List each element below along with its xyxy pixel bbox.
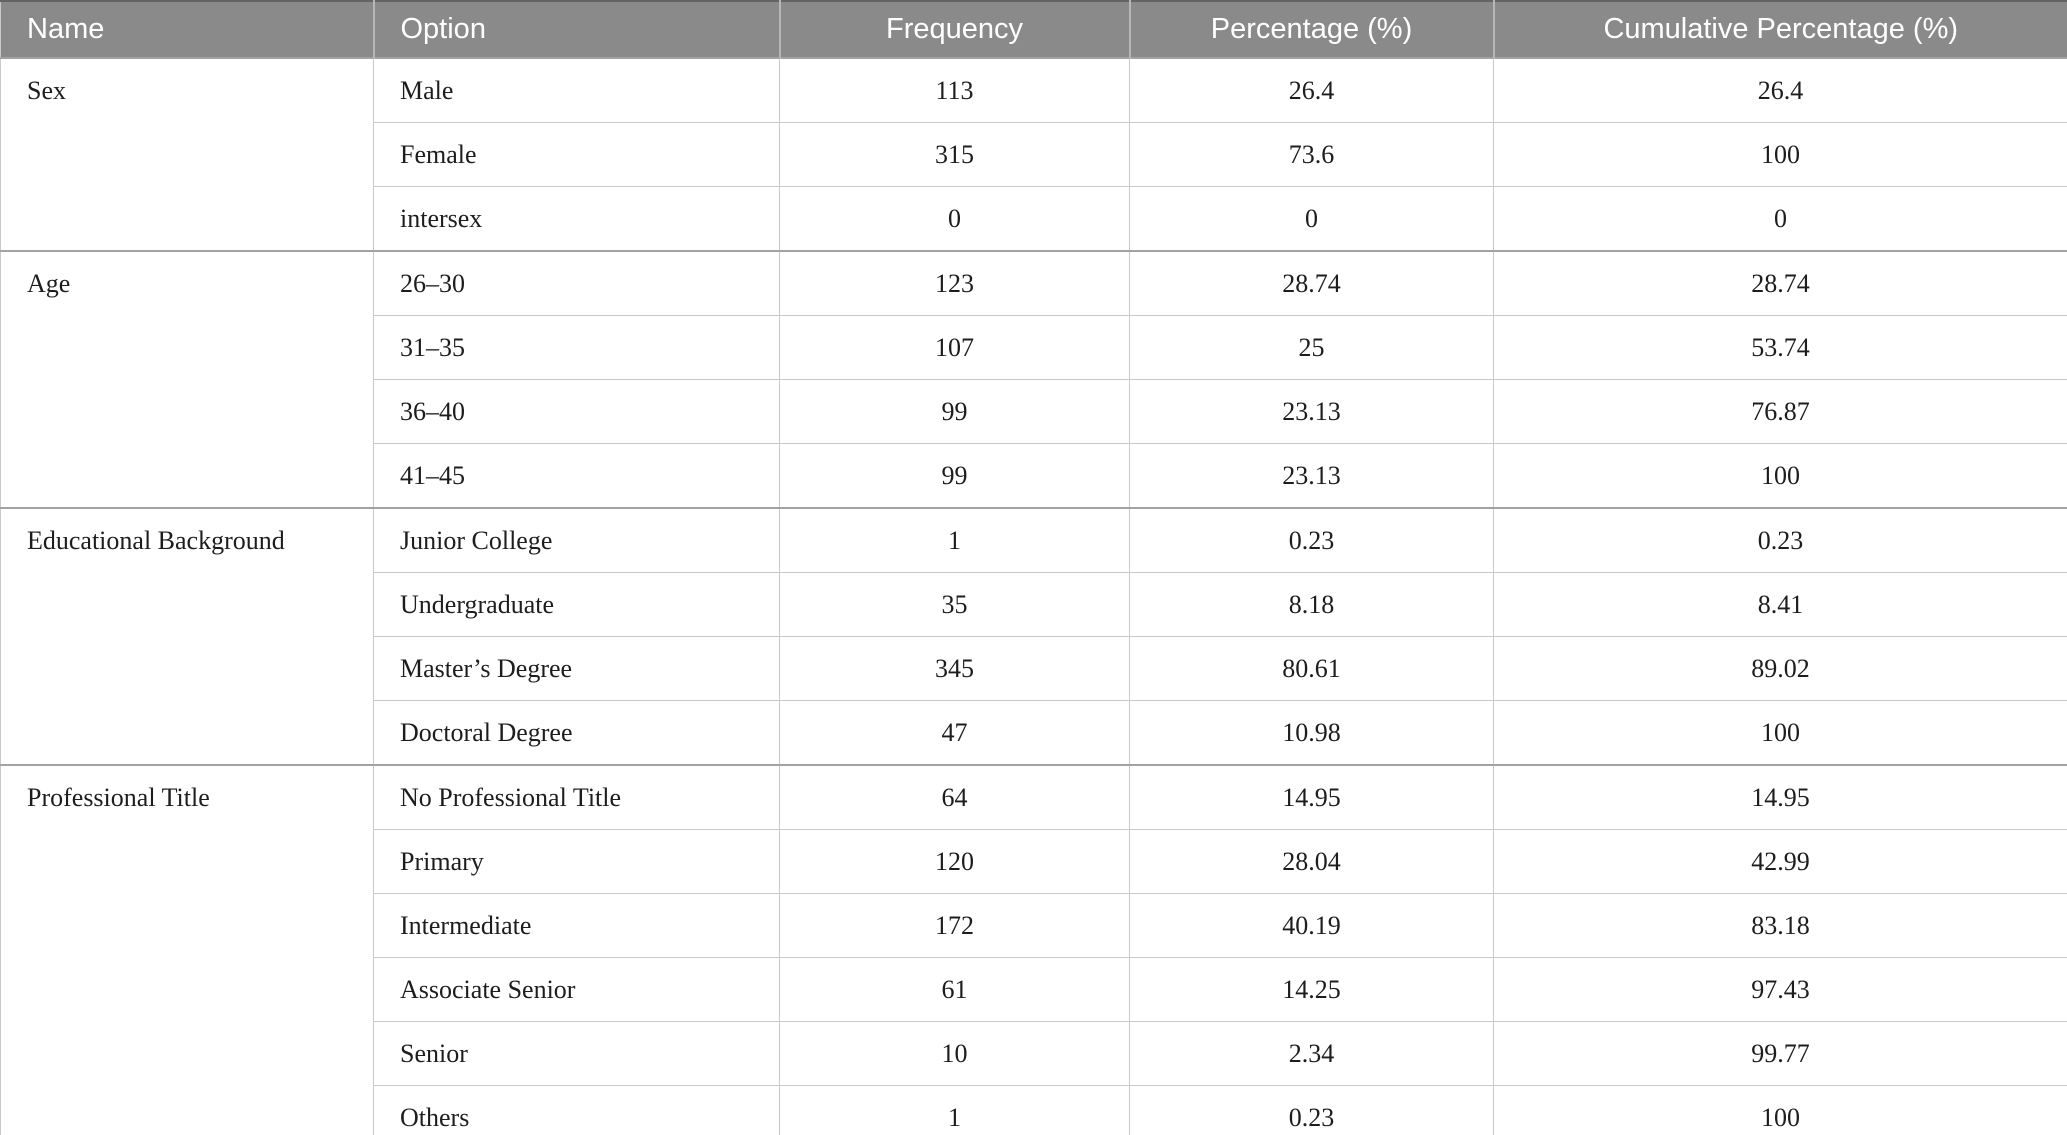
cumulative-cell: 8.41 xyxy=(1493,572,2067,637)
table-row: Master’s Degree 345 80.61 89.02 xyxy=(1,636,2067,701)
percentage-cell: 0 xyxy=(1129,186,1494,252)
option-cell: 36–40 xyxy=(373,379,780,444)
table-row: Primary 120 28.04 42.99 xyxy=(1,829,2067,894)
table-row: Professional Title No Professional Title 6… xyxy=(0,764,2067,1135)
percentage-cell: 14.95 xyxy=(1129,764,1494,830)
percentage-cell: 23.13 xyxy=(1129,443,1494,509)
cumulative-cell: 99.77 xyxy=(1493,1021,2067,1086)
frequency-cell: 123 xyxy=(779,250,1130,316)
cumulative-cell: 28.74 xyxy=(1493,250,2067,316)
column-header-cumulative: Cumulative Percentage (%) xyxy=(1492,1,2067,59)
column-header-option: Option xyxy=(372,1,780,59)
frequency-cell: 120 xyxy=(779,829,1130,894)
frequency-cell: 345 xyxy=(779,636,1130,701)
column-header-name: Name xyxy=(0,1,374,59)
header-row: Name Option Frequency Percentage (%) Cumulat… xyxy=(0,1,2067,59)
option-cell: Others xyxy=(373,1085,780,1135)
frequency-cell: 172 xyxy=(779,893,1130,958)
frequency-cell: 107 xyxy=(779,315,1130,380)
frequency-cell: 0 xyxy=(779,186,1130,252)
option-cell: Junior College xyxy=(373,507,780,573)
option-cell: Associate Senior xyxy=(373,957,780,1022)
percentage-cell: 8.18 xyxy=(1129,572,1494,637)
option-cell: Female xyxy=(373,122,780,187)
cumulative-cell: 100 xyxy=(1493,1085,2067,1135)
cumulative-cell: 53.74 xyxy=(1493,315,2067,380)
percentage-cell: 80.61 xyxy=(1129,636,1494,701)
percentage-cell: 28.74 xyxy=(1129,250,1494,316)
table-row: Female 315 73.6 100 xyxy=(1,122,2067,187)
table-body: Sex Male 113 26.4 26.4 Female 315 73.6 100 inters… xyxy=(0,57,2067,1135)
cumulative-cell: 14.95 xyxy=(1493,764,2067,830)
table-row: Others 1 0.23 100 xyxy=(1,1085,2067,1135)
table-header: Name Option Frequency Percentage (%) Cumulat… xyxy=(0,1,2067,59)
option-cell: Doctoral Degree xyxy=(373,700,780,766)
table-row: intersex 0 0 0 xyxy=(1,186,2067,252)
column-header-percentage: Percentage (%) xyxy=(1128,1,1494,59)
percentage-cell: 10.98 xyxy=(1129,700,1494,766)
frequency-cell: 99 xyxy=(779,443,1130,509)
option-cell: 41–45 xyxy=(373,443,780,509)
table-row: 36–40 99 23.13 76.87 xyxy=(1,379,2067,444)
frequency-cell: 10 xyxy=(779,1021,1130,1086)
frequency-cell: 61 xyxy=(779,957,1130,1022)
percentage-cell: 40.19 xyxy=(1129,893,1494,958)
table-row: Senior 10 2.34 99.77 xyxy=(1,1021,2067,1086)
option-cell: Master’s Degree xyxy=(373,636,780,701)
table-row: Undergraduate 35 8.18 8.41 xyxy=(1,572,2067,637)
cumulative-cell: 83.18 xyxy=(1493,893,2067,958)
table-row: Associate Senior 61 14.25 97.43 xyxy=(1,957,2067,1022)
table-row: Doctoral Degree 47 10.98 100 xyxy=(1,700,2067,766)
percentage-cell: 0.23 xyxy=(1129,1085,1494,1135)
frequency-cell: 1 xyxy=(779,507,1130,573)
percentage-cell: 73.6 xyxy=(1129,122,1494,187)
option-cell: intersex xyxy=(373,186,780,252)
option-cell: Senior xyxy=(373,1021,780,1086)
table-row: Age 26–30 123 28.74 28.74 xyxy=(0,250,2067,509)
cumulative-cell: 100 xyxy=(1493,700,2067,766)
group-name-cell: Educational Background xyxy=(0,507,374,766)
option-cell: Primary xyxy=(373,829,780,894)
table-row: Educational Background Junior College 1 0.2… xyxy=(0,507,2067,766)
table-row: Intermediate 172 40.19 83.18 xyxy=(1,893,2067,958)
option-cell: 31–35 xyxy=(373,315,780,380)
frequency-cell: 99 xyxy=(779,379,1130,444)
percentage-cell: 28.04 xyxy=(1129,829,1494,894)
group-name-cell: Sex xyxy=(0,57,374,252)
table-row: Sex Male 113 26.4 26.4 xyxy=(0,57,2067,252)
option-cell: Undergraduate xyxy=(373,572,780,637)
table-row: 41–45 99 23.13 100 xyxy=(1,443,2067,509)
percentage-cell: 0.23 xyxy=(1129,507,1494,573)
frequency-cell: 315 xyxy=(779,122,1130,187)
percentage-cell: 25 xyxy=(1129,315,1494,380)
group-name-cell: Age xyxy=(0,250,374,509)
option-cell: No Professional Title xyxy=(373,764,780,830)
frequency-cell: 35 xyxy=(779,572,1130,637)
cumulative-cell: 100 xyxy=(1493,122,2067,187)
frequency-cell: 47 xyxy=(779,700,1130,766)
option-cell: Intermediate xyxy=(373,893,780,958)
cumulative-cell: 76.87 xyxy=(1493,379,2067,444)
option-cell: Male xyxy=(373,57,780,123)
percentage-cell: 23.13 xyxy=(1129,379,1494,444)
frequency-cell: 113 xyxy=(779,57,1130,123)
cumulative-cell: 26.4 xyxy=(1493,57,2067,123)
cumulative-cell: 42.99 xyxy=(1493,829,2067,894)
percentage-cell: 14.25 xyxy=(1129,957,1494,1022)
cumulative-cell: 97.43 xyxy=(1493,957,2067,1022)
frequency-cell: 1 xyxy=(779,1085,1130,1135)
column-header-frequency: Frequency xyxy=(778,1,1130,59)
percentage-cell: 2.34 xyxy=(1129,1021,1494,1086)
cumulative-cell: 0.23 xyxy=(1493,507,2067,573)
cumulative-cell: 100 xyxy=(1493,443,2067,509)
option-cell: 26–30 xyxy=(373,250,780,316)
cumulative-cell: 89.02 xyxy=(1493,636,2067,701)
percentage-cell: 26.4 xyxy=(1129,57,1494,123)
group-name-cell: Professional Title xyxy=(0,764,374,1135)
frequency-cell: 64 xyxy=(779,764,1130,830)
cumulative-cell: 0 xyxy=(1493,186,2067,252)
